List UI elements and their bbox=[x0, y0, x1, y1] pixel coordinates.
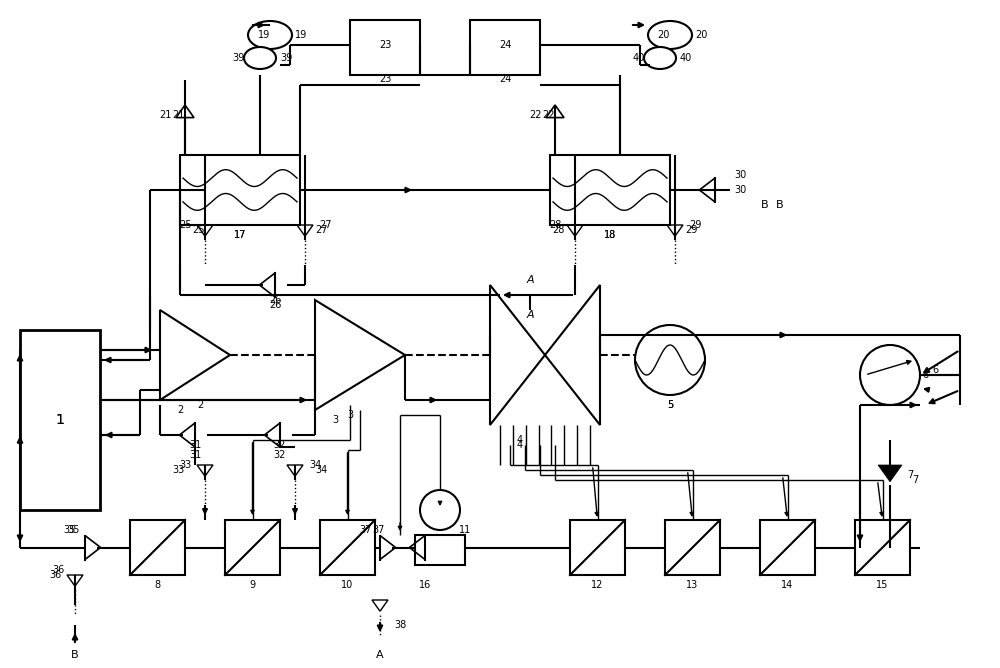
Text: 36: 36 bbox=[53, 565, 65, 575]
Text: 20: 20 bbox=[658, 30, 670, 40]
Bar bbox=[20, 330, 100, 510]
Circle shape bbox=[420, 490, 460, 530]
Text: 23: 23 bbox=[379, 40, 391, 50]
Ellipse shape bbox=[648, 21, 692, 49]
Text: 11: 11 bbox=[459, 525, 471, 535]
Text: 1: 1 bbox=[56, 413, 64, 427]
Text: 21: 21 bbox=[173, 110, 185, 120]
Text: 6: 6 bbox=[922, 370, 928, 380]
Text: A: A bbox=[526, 310, 534, 320]
Text: A: A bbox=[526, 275, 534, 285]
Text: 25: 25 bbox=[192, 225, 205, 235]
Text: 2: 2 bbox=[197, 400, 203, 410]
Text: 9: 9 bbox=[249, 580, 256, 590]
Text: 15: 15 bbox=[876, 580, 889, 590]
Text: 34: 34 bbox=[315, 465, 327, 475]
Text: 5: 5 bbox=[667, 400, 673, 410]
Text: 7: 7 bbox=[907, 470, 913, 480]
Text: 12: 12 bbox=[591, 580, 604, 590]
Text: 14: 14 bbox=[781, 580, 794, 590]
Bar bbox=[180, 155, 300, 225]
Bar bbox=[760, 520, 815, 575]
Text: 34: 34 bbox=[309, 460, 321, 470]
Text: 20: 20 bbox=[695, 30, 707, 40]
Text: B: B bbox=[761, 200, 769, 210]
Bar bbox=[550, 155, 670, 225]
Bar bbox=[855, 520, 910, 575]
Text: 18: 18 bbox=[604, 230, 616, 240]
Text: 7: 7 bbox=[912, 475, 918, 485]
Text: B: B bbox=[776, 200, 784, 210]
Text: 21: 21 bbox=[159, 110, 171, 120]
Ellipse shape bbox=[644, 47, 676, 69]
Text: 16: 16 bbox=[419, 580, 431, 590]
Text: 30: 30 bbox=[734, 170, 746, 180]
Text: 33: 33 bbox=[173, 465, 185, 475]
Text: 5: 5 bbox=[667, 400, 673, 410]
Circle shape bbox=[860, 345, 920, 405]
Text: 35: 35 bbox=[68, 525, 80, 535]
Text: 3: 3 bbox=[332, 415, 338, 425]
Text: 26: 26 bbox=[269, 295, 281, 305]
Text: 2: 2 bbox=[177, 405, 183, 415]
Bar bbox=[665, 520, 720, 575]
Polygon shape bbox=[878, 465, 902, 482]
Text: 1: 1 bbox=[56, 413, 64, 427]
Text: 37: 37 bbox=[373, 525, 385, 535]
Text: 37: 37 bbox=[359, 525, 371, 535]
Text: 31: 31 bbox=[189, 440, 201, 450]
Bar bbox=[320, 520, 375, 575]
Text: 8: 8 bbox=[154, 580, 161, 590]
Text: 29: 29 bbox=[689, 220, 701, 230]
Text: 19: 19 bbox=[295, 30, 307, 40]
Text: 13: 13 bbox=[686, 580, 699, 590]
Text: 6: 6 bbox=[932, 365, 938, 375]
Text: 39: 39 bbox=[280, 53, 292, 63]
Text: 25: 25 bbox=[179, 220, 191, 230]
Text: 32: 32 bbox=[274, 450, 286, 460]
Text: A: A bbox=[376, 650, 384, 660]
Text: 35: 35 bbox=[64, 525, 76, 535]
Text: 27: 27 bbox=[319, 220, 331, 230]
Text: B: B bbox=[71, 650, 79, 660]
Text: 3: 3 bbox=[347, 410, 353, 420]
Text: 10: 10 bbox=[341, 580, 354, 590]
Text: 32: 32 bbox=[274, 440, 286, 450]
Text: 4: 4 bbox=[517, 435, 523, 445]
Bar bbox=[415, 535, 465, 565]
Text: 24: 24 bbox=[499, 74, 511, 84]
Circle shape bbox=[635, 325, 705, 395]
Text: 26: 26 bbox=[269, 300, 281, 310]
Text: 28: 28 bbox=[549, 220, 561, 230]
Text: 40: 40 bbox=[680, 53, 692, 63]
Text: 33: 33 bbox=[179, 460, 191, 470]
Bar bbox=[470, 20, 540, 75]
Text: 28: 28 bbox=[553, 225, 565, 235]
Text: 38: 38 bbox=[394, 620, 406, 630]
Text: 19: 19 bbox=[258, 30, 270, 40]
Text: 23: 23 bbox=[379, 74, 391, 84]
Ellipse shape bbox=[248, 21, 292, 49]
Bar bbox=[570, 520, 625, 575]
Text: 24: 24 bbox=[499, 40, 511, 50]
Text: 29: 29 bbox=[685, 225, 697, 235]
Text: 22: 22 bbox=[542, 110, 555, 120]
Text: 22: 22 bbox=[529, 110, 541, 120]
Text: 27: 27 bbox=[315, 225, 328, 235]
Text: 4: 4 bbox=[517, 440, 523, 450]
Text: 18: 18 bbox=[604, 230, 616, 240]
Bar bbox=[130, 520, 185, 575]
Text: 31: 31 bbox=[189, 450, 201, 460]
Text: 40: 40 bbox=[633, 53, 645, 63]
Ellipse shape bbox=[244, 47, 276, 69]
Text: 39: 39 bbox=[233, 53, 245, 63]
Bar bbox=[225, 520, 280, 575]
Text: 17: 17 bbox=[234, 230, 246, 240]
Bar bbox=[350, 20, 420, 75]
Text: 17: 17 bbox=[234, 230, 246, 240]
Text: 36: 36 bbox=[49, 570, 61, 580]
Text: 30: 30 bbox=[734, 185, 746, 195]
